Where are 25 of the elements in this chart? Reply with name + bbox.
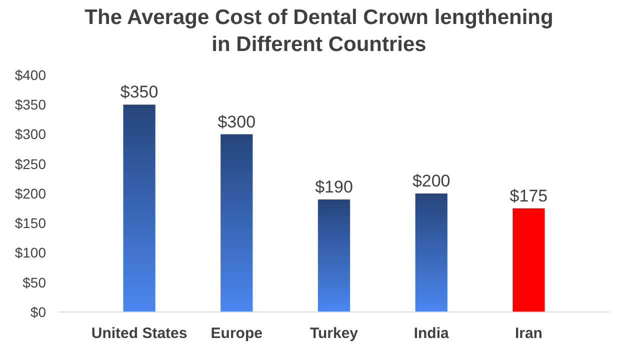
y-tick-label: $150 xyxy=(14,215,46,232)
y-tick-label: $0 xyxy=(30,304,46,320)
data-label: $300 xyxy=(218,112,256,132)
data-label: $200 xyxy=(412,172,450,190)
data-label: $350 xyxy=(120,82,158,102)
y-tick-label: $250 xyxy=(14,156,46,172)
bar xyxy=(123,104,156,312)
y-tick-label: $100 xyxy=(14,244,46,261)
chart-title: The Average Cost of Dental Crown lengthening in Different Countries xyxy=(84,6,554,56)
x-tick-label: Turkey xyxy=(310,325,359,342)
x-tick-label: India xyxy=(414,325,450,342)
bar xyxy=(512,208,545,312)
y-tick-label: $300 xyxy=(14,126,46,142)
y-tick-label: $200 xyxy=(14,185,46,202)
bar xyxy=(318,199,350,312)
y-tick-label: $400 xyxy=(14,66,46,83)
bar xyxy=(220,134,253,312)
data-label: $175 xyxy=(510,186,548,206)
data-label: $190 xyxy=(315,177,353,196)
bar xyxy=(415,194,448,312)
y-tick-label: $350 xyxy=(14,96,46,113)
y-tick-label: $50 xyxy=(22,274,46,290)
x-tick-label: Europe xyxy=(210,325,262,342)
x-tick-label: United States xyxy=(91,325,188,342)
x-tick-label: Iran xyxy=(514,325,542,342)
